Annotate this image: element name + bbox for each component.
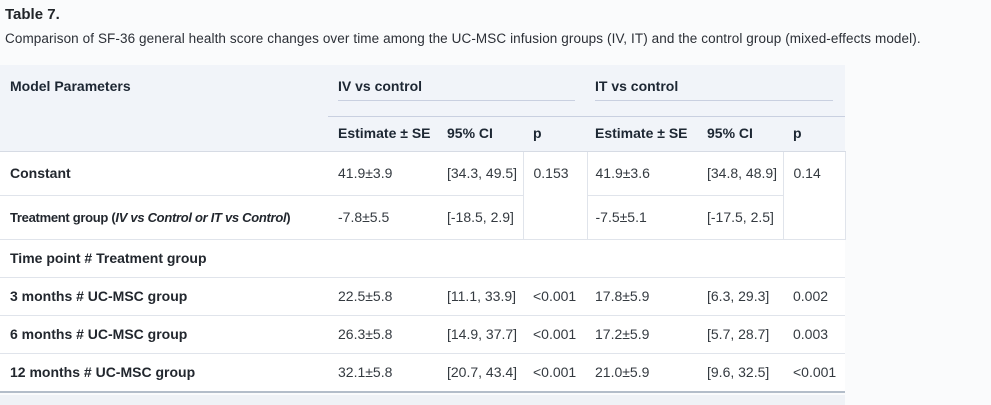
m6-iv-ci: [14.9, 37.7]	[437, 315, 523, 354]
group-underline-iv	[338, 94, 575, 101]
row-12-months: 12 months # UC-MSC group 32.1±5.8 [20.7,…	[0, 353, 846, 393]
group-header-it-vs-control: IT vs control	[587, 65, 846, 117]
stats-table: Model Parameters IV vs control IT vs con…	[0, 65, 846, 393]
table-caption: Comparison of SF-36 general health score…	[5, 31, 921, 46]
group-header-row: Model Parameters IV vs control IT vs con…	[0, 65, 846, 152]
subheader-estimate-it: Estimate ± SE	[587, 116, 697, 152]
treatment-iv-estimate: -7.8±5.5	[328, 195, 437, 240]
row-section-time-point: Time point # Treatment group	[0, 239, 846, 278]
subheader-estimate-iv: Estimate ± SE	[328, 116, 437, 152]
treatment-label-suffix: )	[286, 210, 291, 225]
row-label-12-months: 12 months # UC-MSC group	[0, 353, 328, 393]
m12-iv-ci: [20.7, 43.4]	[437, 353, 523, 393]
treatment-it-ci: [-17.5, 2.5]	[697, 195, 783, 240]
constant-iv-p: 0.153	[522, 151, 588, 240]
column-header-model-parameters: Model Parameters	[0, 65, 328, 152]
m3-it-estimate: 17.8±5.9	[587, 277, 697, 316]
table-title: Table 7.	[5, 6, 60, 23]
m6-it-p: 0.003	[783, 315, 846, 354]
subheader-ci-iv: 95% CI	[437, 116, 523, 152]
table-body: Constant 41.9±3.9 [34.3, 49.5] 0.153 41.…	[0, 151, 846, 393]
constant-iv-estimate: 41.9±3.9	[328, 151, 437, 196]
row-label-treatment-group: Treatment group (IV vs Control or IT vs …	[0, 195, 328, 240]
table-footer-band	[0, 395, 845, 405]
treatment-iv-ci: [-18.5, 2.9]	[437, 195, 523, 240]
group-header-iv-vs-control: IV vs control	[328, 65, 587, 117]
m6-iv-estimate: 26.3±5.8	[328, 315, 437, 354]
group-header-iv-label: IV vs control	[338, 78, 423, 94]
row-label-3-months: 3 months # UC-MSC group	[0, 277, 328, 316]
m3-iv-ci: [11.1, 33.9]	[437, 277, 523, 316]
row-6-months: 6 months # UC-MSC group 26.3±5.8 [14.9, …	[0, 315, 846, 354]
treatment-it-estimate: -7.5±5.1	[587, 195, 697, 240]
m12-iv-estimate: 32.1±5.8	[328, 353, 437, 393]
row-treatment-group: Treatment group (IV vs Control or IT vs …	[0, 195, 845, 240]
m3-it-p: 0.002	[783, 277, 846, 316]
sub-header-row: Estimate ± SE 95% CI p Estimate ± SE 95%…	[0, 116, 846, 152]
m6-it-estimate: 17.2±5.9	[587, 315, 697, 354]
treatment-label-italic: IV vs Control or IT vs Control	[115, 210, 287, 225]
m12-it-ci: [9.6, 32.5]	[697, 353, 783, 393]
m3-it-ci: [6.3, 29.3]	[697, 277, 783, 316]
row-3-months: 3 months # UC-MSC group 22.5±5.8 [11.1, …	[0, 277, 846, 316]
row-constant: Constant 41.9±3.9 [34.3, 49.5] 0.153 41.…	[0, 151, 846, 240]
constant-iv-ci: [34.3, 49.5]	[437, 151, 523, 196]
group-header-it-label: IT vs control	[595, 78, 679, 94]
subheader-p-it: p	[783, 116, 846, 152]
row-label-constant: Constant	[0, 151, 328, 196]
m3-iv-estimate: 22.5±5.8	[328, 277, 437, 316]
treatment-label-prefix: Treatment group (	[10, 210, 116, 225]
constant-it-ci: [34.8, 48.9]	[697, 151, 783, 196]
table-header: Model Parameters IV vs control IT vs con…	[0, 65, 846, 152]
subheader-ci-it: 95% CI	[697, 116, 783, 152]
m12-iv-p: <0.001	[523, 353, 587, 393]
constant-it-estimate: 41.9±3.6	[587, 151, 697, 196]
row-label-6-months: 6 months # UC-MSC group	[0, 315, 328, 354]
m12-it-p: <0.001	[783, 353, 846, 393]
group-underline-it	[595, 94, 834, 101]
subheader-p-iv: p	[523, 116, 587, 152]
m6-iv-p: <0.001	[523, 315, 587, 354]
m6-it-ci: [5.7, 28.7]	[697, 315, 783, 354]
m12-it-estimate: 21.0±5.9	[587, 353, 697, 393]
m3-iv-p: <0.001	[523, 277, 587, 316]
section-header-time-point: Time point # Treatment group	[0, 239, 846, 278]
constant-it-p: 0.14	[782, 151, 846, 240]
